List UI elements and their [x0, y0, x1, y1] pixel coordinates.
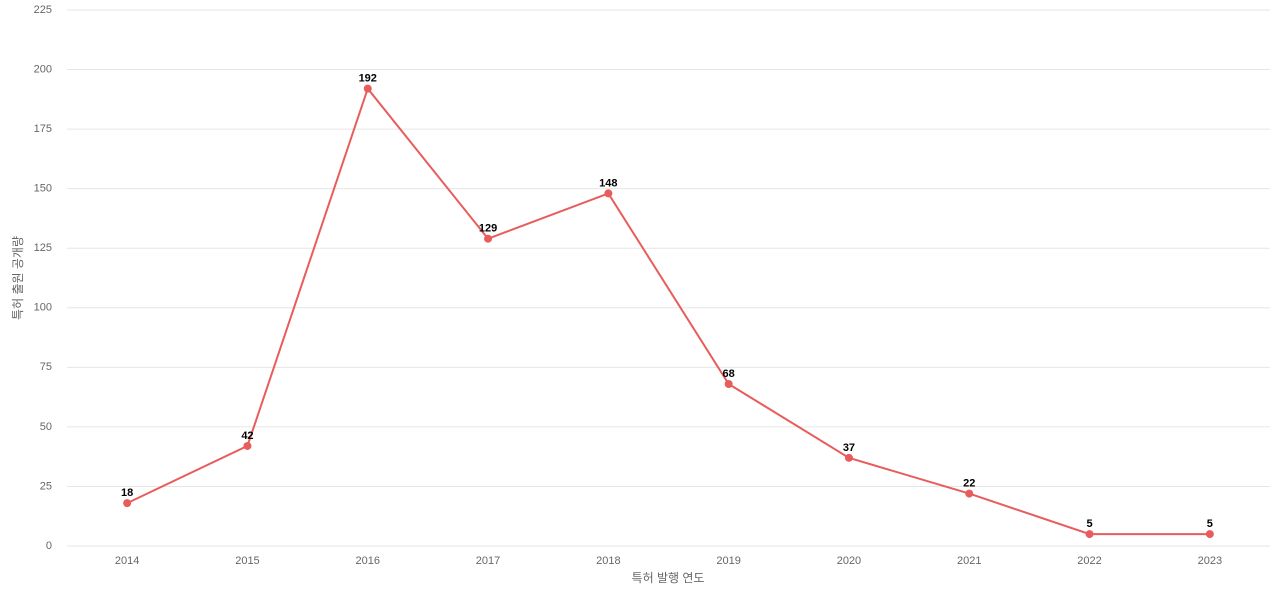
- value-label: 68: [723, 368, 735, 380]
- y-tick-label: 0: [46, 540, 52, 552]
- x-tick-label: 2019: [716, 555, 740, 567]
- x-tick-label: 2021: [957, 555, 981, 567]
- value-label: 5: [1086, 518, 1092, 530]
- y-tick-label: 25: [40, 480, 52, 492]
- value-label: 37: [843, 442, 855, 454]
- x-tick-label: 2015: [235, 555, 259, 567]
- y-tick-label: 200: [34, 63, 52, 75]
- y-axis-title: 특허 출원 공개량: [11, 236, 25, 320]
- y-tick-label: 50: [40, 421, 52, 433]
- value-label: 5: [1207, 518, 1213, 530]
- point: [844, 453, 853, 462]
- point: [724, 380, 733, 389]
- point: [965, 489, 974, 498]
- x-tick-label: 2022: [1077, 555, 1101, 567]
- point: [1085, 530, 1094, 539]
- point: [484, 234, 493, 243]
- x-tick-label: 2017: [476, 555, 500, 567]
- y-tick-label: 100: [34, 302, 52, 314]
- x-tick-label: 2023: [1198, 555, 1222, 567]
- y-tick-label: 125: [34, 242, 52, 254]
- x-tick-label: 2020: [837, 555, 861, 567]
- x-tick-label: 2018: [596, 555, 620, 567]
- value-label: 42: [241, 430, 253, 442]
- line: [126, 86, 1210, 536]
- value-label: 18: [121, 487, 133, 499]
- point: [1205, 530, 1214, 539]
- x-tick-label: 2016: [356, 555, 380, 567]
- point: [604, 189, 613, 198]
- point: [123, 499, 132, 508]
- value-label: 148: [599, 177, 617, 189]
- y-tick-label: 75: [40, 361, 52, 373]
- point: [363, 84, 372, 93]
- value-label: 129: [479, 223, 497, 235]
- y-tick-label: 225: [34, 4, 52, 16]
- x-tick-label: 2014: [115, 555, 139, 567]
- value-label: 192: [359, 73, 377, 85]
- x-axis-title: 특허 발행 연도: [632, 570, 705, 585]
- y-tick-label: 150: [34, 183, 52, 195]
- y-tick-label: 175: [34, 123, 52, 135]
- point: [243, 441, 252, 450]
- value-label: 22: [963, 477, 975, 489]
